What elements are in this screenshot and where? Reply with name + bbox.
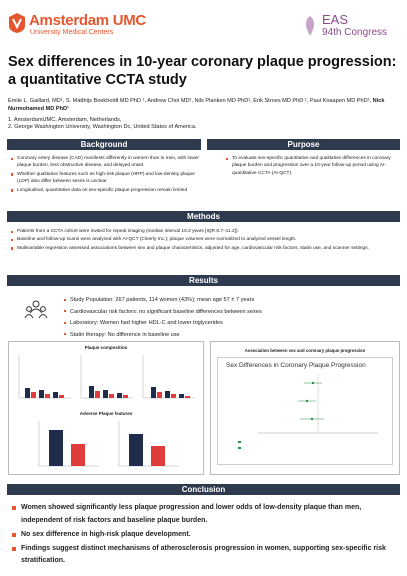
- section-heading: Purpose: [207, 139, 400, 150]
- section-body: To evaluate sex-specific quantitative an…: [224, 155, 394, 178]
- bullet: Study Population: 267 patients, 114 wome…: [64, 296, 392, 304]
- affiliations: 1. AmsterdamUMC, Amsterdam, Netherlands,…: [8, 117, 197, 131]
- bullet: Findings suggest distinct mechanisms of …: [12, 543, 397, 568]
- figure-title: Plaque composition: [84, 345, 128, 350]
- section-heading: Results: [7, 275, 400, 286]
- people-icon: [24, 300, 48, 319]
- forest-plot-box: Sex Differences in Coronary Plaque Progr…: [217, 357, 393, 465]
- bullet: Women showed significantly less plaque p…: [12, 502, 397, 527]
- poster-title: Sex differences in 10-year coronary plaq…: [8, 54, 397, 88]
- congress-name: EAS: [322, 12, 349, 27]
- section-heading: Background: [7, 139, 201, 150]
- bullet: Cardiovascular risk factors: no signific…: [64, 308, 392, 316]
- section-body: Coronary artery disease (CAD) manifests …: [9, 155, 201, 195]
- figure-left: Plaque composition Adverse Plaque featur…: [8, 341, 204, 475]
- results-list: Study Population: 267 patients, 114 wome…: [62, 296, 392, 342]
- forest-plot-title: Sex Differences in Coronary Plaque Progr…: [226, 362, 366, 369]
- forest-plot-graphic: [238, 375, 378, 449]
- bullet: Patients from a CCTA cohort were invited…: [11, 228, 399, 235]
- authors: Emile L. Gaillard, MD¹, S. Matthijs Boek…: [8, 97, 400, 113]
- bullet: Multivariable regression assessed associ…: [11, 245, 399, 252]
- logo-subtitle: University Medical Centers: [30, 29, 114, 36]
- section-heading: Methods: [7, 211, 400, 222]
- adverse-plaque-graphic: [38, 421, 179, 467]
- bullet: To evaluate sex-specific quantitative an…: [226, 155, 394, 177]
- author-list: Emile L. Gaillard, MD¹, S. Matthijs Boek…: [8, 98, 372, 104]
- affiliation: 2. George Washington University, Washing…: [8, 124, 197, 130]
- bullet: Coronary artery disease (CAD) manifests …: [11, 156, 200, 169]
- logo-mark: [9, 13, 25, 33]
- bullet: Laboratory: Women had higher HDL-C and l…: [64, 319, 392, 327]
- logo-name: Amsterdam UMC: [29, 12, 146, 29]
- section-body: Patients from a CCTA cohort were invited…: [9, 228, 399, 253]
- congress-logo: [306, 16, 314, 36]
- affiliation: 1. AmsterdamUMC, Amsterdam, Netherlands,: [8, 117, 122, 123]
- congress-edition: 94th Congress: [322, 27, 388, 38]
- bullet: Longitudinal, quantitative data on sex-s…: [11, 187, 201, 194]
- conclusion-list: Women showed significantly less plaque p…: [9, 502, 397, 569]
- section-heading: Conclusion: [7, 484, 400, 495]
- figure-subtitle: Adverse Plaque features: [79, 411, 133, 416]
- figure-title: Association between sex and coronary pla…: [244, 348, 366, 353]
- plaque-composition-graphic: [18, 355, 195, 399]
- bullet: Baseline and follow-up scans were analyz…: [11, 236, 399, 243]
- figure-right: Association between sex and coronary pla…: [210, 341, 400, 475]
- bullet: No sex difference in high-risk plaque de…: [12, 529, 397, 542]
- presenting-author: Nick Nurmohamed MD PhD¹: [8, 98, 385, 112]
- bullet: Statin therapy: No difference in baselin…: [64, 331, 392, 339]
- bullet: Whether qualitative features such as hig…: [11, 171, 201, 186]
